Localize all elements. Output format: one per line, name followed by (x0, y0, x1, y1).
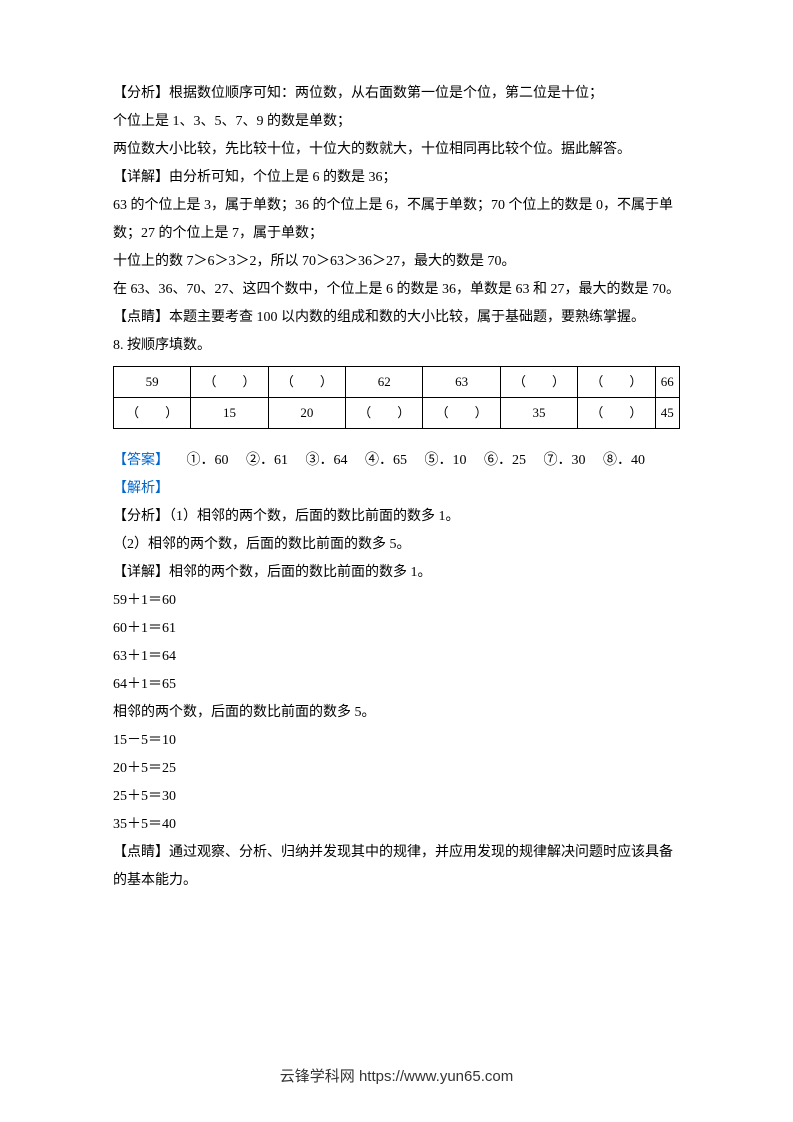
question-8-title: 8. 按顺序填数。 (113, 332, 680, 360)
data-table: 59 （ ） （ ） 62 63 （ ） （ ） 66 （ ） 15 20 （ … (113, 366, 680, 429)
table-cell: （ ） (578, 398, 655, 429)
table-row: （ ） 15 20 （ ） （ ） 35 （ ） 45 (114, 398, 680, 429)
calc-line: 25＋5＝30 (113, 783, 680, 811)
page-footer: 云锋学科网 https://www.yun65.com (0, 1062, 793, 1092)
sequence-table: 59 （ ） （ ） 62 63 （ ） （ ） 66 （ ） 15 20 （ … (113, 366, 680, 429)
table-cell: （ ） (191, 367, 268, 398)
explain-label: 【解析】 (113, 481, 169, 496)
answer-label: 【答案】 (113, 453, 169, 468)
detail-line-2: 63 的个位上是 3，属于单数；36 的个位上是 6，不属于单数；70 个位上的… (113, 192, 680, 248)
table-cell: 45 (655, 398, 679, 429)
analysis-line-3: 两位数大小比较，先比较十位，十位大的数就大，十位相同再比较个位。据此解答。 (113, 136, 680, 164)
table-cell: 15 (191, 398, 268, 429)
table-cell: 35 (500, 398, 577, 429)
calc-line: 15－5＝10 (113, 727, 680, 755)
calc-line: 35＋5＝40 (113, 811, 680, 839)
detail-line-4: 在 63、36、70、27、这四个数中，个位上是 6 的数是 36，单数是 63… (113, 276, 680, 304)
calc-line: 60＋1＝61 (113, 615, 680, 643)
explain-analysis-1: 【分析】（1）相邻的两个数，后面的数比前面的数多 1。 (113, 503, 680, 531)
analysis-line-1: 【分析】根据数位顺序可知：两位数，从右面数第一位是个位，第二位是十位； (113, 80, 680, 108)
answer-items: ①．60 ②．61 ③．64 ④．65 ⑤．10 ⑥．25 ⑦．30 ⑧．40 (169, 453, 645, 468)
analysis-line-2: 个位上是 1、3、5、7、9 的数是单数； (113, 108, 680, 136)
table-row: 59 （ ） （ ） 62 63 （ ） （ ） 66 (114, 367, 680, 398)
table-cell: 63 (423, 367, 500, 398)
table-cell: 20 (268, 398, 345, 429)
point-line: 【点睛】本题主要考查 100 以内数的组成和数的大小比较，属于基础题，要熟练掌握… (113, 304, 680, 332)
answer-line: 【答案】 ①．60 ②．61 ③．64 ④．65 ⑤．10 ⑥．25 ⑦．30 … (113, 447, 680, 475)
explain-rule-2: 相邻的两个数，后面的数比前面的数多 5。 (113, 699, 680, 727)
table-cell: 62 (346, 367, 423, 398)
explain-label-line: 【解析】 (113, 475, 680, 503)
detail-line-1: 【详解】由分析可知，个位上是 6 的数是 36； (113, 164, 680, 192)
explain-point: 【点睛】通过观察、分析、归纳并发现其中的规律，并应用发现的规律解决问题时应该具备… (113, 839, 680, 895)
calc-line: 59＋1＝60 (113, 587, 680, 615)
table-cell: （ ） (578, 367, 655, 398)
calc-line: 64＋1＝65 (113, 671, 680, 699)
table-cell: 59 (114, 367, 191, 398)
explain-analysis-2: （2）相邻的两个数，后面的数比前面的数多 5。 (113, 531, 680, 559)
table-cell: （ ） (423, 398, 500, 429)
table-cell: （ ） (500, 367, 577, 398)
calc-line: 20＋5＝25 (113, 755, 680, 783)
table-cell: （ ） (268, 367, 345, 398)
calc-line: 63＋1＝64 (113, 643, 680, 671)
table-cell: 66 (655, 367, 679, 398)
explain-detail: 【详解】相邻的两个数，后面的数比前面的数多 1。 (113, 559, 680, 587)
table-cell: （ ） (114, 398, 191, 429)
detail-line-3: 十位上的数 7＞6＞3＞2，所以 70＞63＞36＞27，最大的数是 70。 (113, 248, 680, 276)
table-cell: （ ） (346, 398, 423, 429)
